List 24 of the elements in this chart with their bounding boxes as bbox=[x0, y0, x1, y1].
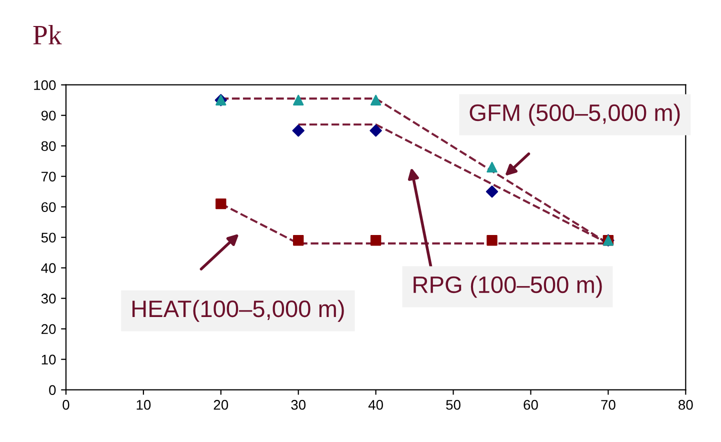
y-tick-label: 90 bbox=[41, 110, 56, 121]
y-tick-label: 80 bbox=[41, 141, 56, 152]
x-tick-label: 30 bbox=[291, 400, 306, 410]
x-tick-label: 10 bbox=[136, 400, 151, 410]
y-tick-label: 0 bbox=[49, 385, 56, 396]
x-tick-label: 50 bbox=[446, 400, 460, 410]
y-tick-label: 70 bbox=[42, 172, 56, 182]
annotation: RPG (100–500 m) bbox=[414, 276, 602, 298]
y-tick-label: 100 bbox=[34, 80, 56, 90]
y-tick-label: 20 bbox=[42, 324, 56, 334]
x-tick-label: 20 bbox=[214, 400, 228, 410]
y-tick-label: 50 bbox=[41, 232, 56, 243]
x-tick-label: 70 bbox=[601, 400, 616, 410]
annotation: HEAT(100–5,000 m) bbox=[132, 300, 344, 322]
annotation: GFM (500–5,000 m) bbox=[470, 104, 680, 126]
x-tick-label: 40 bbox=[368, 400, 384, 410]
x-tick-label: 60 bbox=[524, 400, 538, 410]
y-tick-label: 30 bbox=[41, 294, 56, 304]
chart-title: Pk bbox=[33, 24, 62, 44]
y-tick-label: 40 bbox=[41, 263, 56, 274]
x-tick-label: 80 bbox=[678, 400, 693, 410]
y-tick-label: 60 bbox=[42, 202, 56, 212]
x-tick-label: 0 bbox=[62, 400, 70, 410]
y-tick-label: 10 bbox=[42, 354, 56, 365]
